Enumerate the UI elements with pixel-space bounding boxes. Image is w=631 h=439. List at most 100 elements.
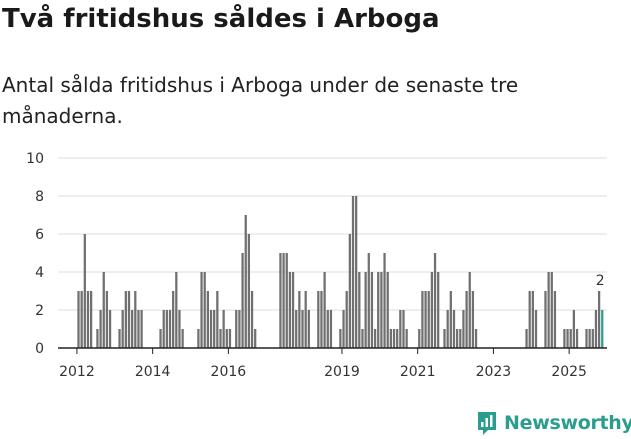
y-tick-label: 2 [35,303,44,319]
bar [304,291,307,348]
bar [228,329,232,348]
bar [468,272,471,348]
bar [329,310,333,348]
highlight-value-label: 2 [596,273,605,289]
bar [465,291,468,348]
y-tick-label: 4 [35,265,44,281]
bar [131,310,134,348]
x-tick-label: 2023 [476,364,512,380]
bar-highlight [601,310,604,348]
bar [80,291,83,348]
bar [244,215,247,348]
chart-subtitle: Antal sålda fritidshus i Arboga under de… [2,73,519,128]
bar [462,310,465,348]
bar [418,329,421,348]
bar [396,329,399,348]
bar [77,291,80,348]
bar [534,310,538,348]
y-tick-label: 0 [35,341,44,357]
bar [588,329,591,348]
bar [254,329,257,348]
bar [525,329,528,348]
bar [175,272,178,348]
bar [386,272,389,348]
bar [159,329,162,348]
bar [250,291,254,348]
bar [361,329,364,348]
bar [585,329,588,348]
bar [295,310,298,348]
bar [380,272,383,348]
bar [86,291,90,348]
bar [206,291,209,348]
bar [168,310,172,348]
bar [301,310,304,348]
data-labels: 2 [596,273,605,289]
bar [83,234,86,348]
bar [225,329,228,348]
bar [345,291,348,348]
bars [77,196,604,348]
bar [96,329,99,348]
bar [291,272,295,348]
bar [531,291,534,348]
bar [572,310,575,348]
bar [553,291,557,348]
bar [547,272,550,348]
bar [118,329,121,348]
bar [162,310,165,348]
bar [437,272,440,348]
bar [89,291,93,348]
bar [563,329,566,348]
bar [108,310,112,348]
bar [298,291,301,348]
bar [370,272,374,348]
bar [219,329,222,348]
bar [307,310,310,348]
bar [124,291,127,348]
bar [121,310,124,348]
bar [459,329,462,348]
y-axis-ticks: 0 2 4 6 8 10 [26,151,44,357]
bar [178,310,181,348]
x-axis: 2012 2014 2016 2019 2021 2023 2025 [58,347,607,380]
newsworthy-logo: Newsworthy [476,408,631,438]
bar [339,329,342,348]
bar [197,329,200,348]
bar [566,329,569,348]
bar [222,310,225,348]
bar [594,310,598,348]
bar [140,310,143,348]
bar [597,291,601,348]
bar [383,253,386,348]
bar [591,329,594,348]
x-tick-label: 2021 [400,364,436,380]
bar [544,291,547,348]
chart-title: Två fritidshus såldes i Arboga [2,4,440,34]
bar [323,272,326,348]
bar [137,310,140,348]
bar [550,272,553,348]
bar [402,310,405,348]
bar [358,272,361,348]
bar-chart-icon [478,412,496,435]
bar [320,291,323,348]
bar [389,329,392,348]
bar [446,310,449,348]
bar [326,310,329,348]
bar [348,234,351,348]
bar [575,329,579,348]
bar [241,253,244,348]
bar [474,329,478,348]
bar [367,253,370,348]
gridlines [58,157,607,311]
y-tick-label: 6 [35,227,44,243]
bar [247,234,251,348]
bar [288,272,292,348]
bar [392,329,396,348]
bar [279,253,282,348]
bar [203,272,206,348]
bar [471,291,475,348]
x-tick-label: 2012 [59,364,95,380]
bar [373,329,377,348]
